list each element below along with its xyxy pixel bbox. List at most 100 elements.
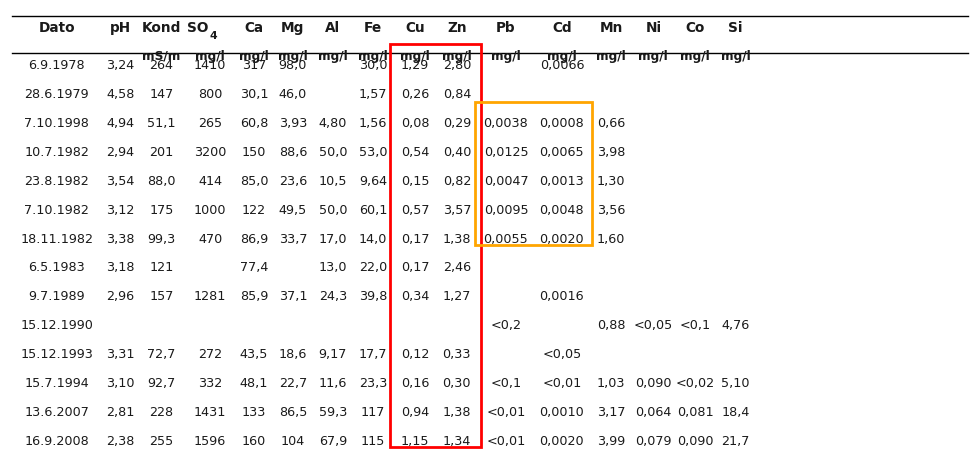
Text: 3,98: 3,98 xyxy=(596,146,626,159)
Text: <0,1: <0,1 xyxy=(680,319,710,332)
Text: 0,0125: 0,0125 xyxy=(484,146,528,159)
Text: 2,96: 2,96 xyxy=(106,290,134,303)
Text: 0,0065: 0,0065 xyxy=(540,146,584,159)
Text: 228: 228 xyxy=(150,406,173,419)
Text: <0,01: <0,01 xyxy=(542,377,582,390)
Text: 1,57: 1,57 xyxy=(359,88,387,101)
Text: 99,3: 99,3 xyxy=(147,233,176,245)
Text: 0,0008: 0,0008 xyxy=(540,117,584,130)
Text: 10.7.1982: 10.7.1982 xyxy=(24,146,90,159)
Text: 88,0: 88,0 xyxy=(147,175,176,188)
Text: mg/l: mg/l xyxy=(400,50,430,62)
Text: 1,38: 1,38 xyxy=(443,233,471,245)
Text: 72,7: 72,7 xyxy=(147,348,176,361)
Text: 33,7: 33,7 xyxy=(278,233,307,245)
Text: 0,090: 0,090 xyxy=(635,377,671,390)
Text: 117: 117 xyxy=(361,406,385,419)
Text: 22,0: 22,0 xyxy=(359,262,387,274)
Text: Kond: Kond xyxy=(142,21,181,35)
Text: 13,0: 13,0 xyxy=(318,262,347,274)
Text: mS/m: mS/m xyxy=(142,50,181,62)
Text: 15.7.1994: 15.7.1994 xyxy=(24,377,90,390)
Text: 50,0: 50,0 xyxy=(318,204,347,217)
Text: 11,6: 11,6 xyxy=(318,377,347,390)
Text: 77,4: 77,4 xyxy=(239,262,269,274)
Text: 0,0066: 0,0066 xyxy=(540,60,584,72)
Text: 175: 175 xyxy=(149,204,174,217)
Text: 85,9: 85,9 xyxy=(239,290,269,303)
Text: 28.6.1979: 28.6.1979 xyxy=(24,88,90,101)
Text: 0,0013: 0,0013 xyxy=(540,175,584,188)
Text: mg/l: mg/l xyxy=(442,50,472,62)
Text: 53,0: 53,0 xyxy=(359,146,387,159)
Text: 0,0020: 0,0020 xyxy=(540,233,584,245)
Text: 264: 264 xyxy=(150,60,173,72)
Text: 5,10: 5,10 xyxy=(721,377,750,390)
Text: 0,40: 0,40 xyxy=(443,146,471,159)
Text: 2,94: 2,94 xyxy=(106,146,134,159)
Text: 1000: 1000 xyxy=(194,204,227,217)
Text: Al: Al xyxy=(325,21,341,35)
Text: 4,80: 4,80 xyxy=(318,117,347,130)
Text: <0,05: <0,05 xyxy=(542,348,582,361)
Text: 0,0095: 0,0095 xyxy=(484,204,528,217)
Text: 121: 121 xyxy=(150,262,173,274)
Text: 122: 122 xyxy=(242,204,266,217)
Text: 0,66: 0,66 xyxy=(596,117,626,130)
Text: 1281: 1281 xyxy=(194,290,227,303)
Text: 51,1: 51,1 xyxy=(147,117,176,130)
Text: 46,0: 46,0 xyxy=(278,88,307,101)
Text: 1,60: 1,60 xyxy=(596,233,626,245)
Text: 160: 160 xyxy=(242,435,266,447)
Text: mg/l: mg/l xyxy=(547,50,577,62)
Text: 0,08: 0,08 xyxy=(401,117,429,130)
Text: 7.10.1998: 7.10.1998 xyxy=(24,117,90,130)
Text: 30,0: 30,0 xyxy=(359,60,387,72)
Text: <0,01: <0,01 xyxy=(486,406,525,419)
Text: 0,17: 0,17 xyxy=(401,262,429,274)
Text: Dato: Dato xyxy=(39,21,75,35)
Text: 6.5.1983: 6.5.1983 xyxy=(28,262,86,274)
Text: 18,6: 18,6 xyxy=(278,348,307,361)
Text: 9,64: 9,64 xyxy=(359,175,387,188)
Text: 7.10.1982: 7.10.1982 xyxy=(24,204,90,217)
Text: 18,4: 18,4 xyxy=(721,406,750,419)
Text: 133: 133 xyxy=(241,406,267,419)
Text: 88,6: 88,6 xyxy=(278,146,307,159)
Text: 1,34: 1,34 xyxy=(443,435,471,447)
Text: 10,5: 10,5 xyxy=(318,175,347,188)
Text: 3,57: 3,57 xyxy=(443,204,471,217)
Text: 14,0: 14,0 xyxy=(359,233,387,245)
Text: Mg: Mg xyxy=(281,21,305,35)
Text: 0,081: 0,081 xyxy=(677,406,713,419)
Text: 0,17: 0,17 xyxy=(401,233,429,245)
Text: 98,0: 98,0 xyxy=(278,60,307,72)
Text: pH: pH xyxy=(110,21,130,35)
Text: 22,7: 22,7 xyxy=(278,377,307,390)
Text: 0,88: 0,88 xyxy=(596,319,626,332)
Text: 67,9: 67,9 xyxy=(318,435,347,447)
Text: 24,3: 24,3 xyxy=(318,290,347,303)
Text: <0,1: <0,1 xyxy=(490,377,522,390)
Text: 1,30: 1,30 xyxy=(596,175,626,188)
Text: 115: 115 xyxy=(361,435,385,447)
Text: 85,0: 85,0 xyxy=(239,175,269,188)
Text: 3,99: 3,99 xyxy=(596,435,626,447)
Text: Cu: Cu xyxy=(405,21,425,35)
Text: 0,090: 0,090 xyxy=(677,435,713,447)
Text: 49,5: 49,5 xyxy=(278,204,307,217)
Text: 201: 201 xyxy=(150,146,173,159)
Text: 60,1: 60,1 xyxy=(359,204,387,217)
Text: 92,7: 92,7 xyxy=(147,377,176,390)
Text: 2,46: 2,46 xyxy=(443,262,471,274)
Text: 0,94: 0,94 xyxy=(401,406,429,419)
Text: 0,84: 0,84 xyxy=(443,88,471,101)
Text: 0,079: 0,079 xyxy=(635,435,671,447)
Text: 414: 414 xyxy=(198,175,222,188)
Text: 43,5: 43,5 xyxy=(239,348,269,361)
Text: 60,8: 60,8 xyxy=(239,117,269,130)
Text: 255: 255 xyxy=(150,435,173,447)
Text: 0,54: 0,54 xyxy=(401,146,429,159)
Text: 0,15: 0,15 xyxy=(401,175,429,188)
Text: 0,33: 0,33 xyxy=(443,348,471,361)
